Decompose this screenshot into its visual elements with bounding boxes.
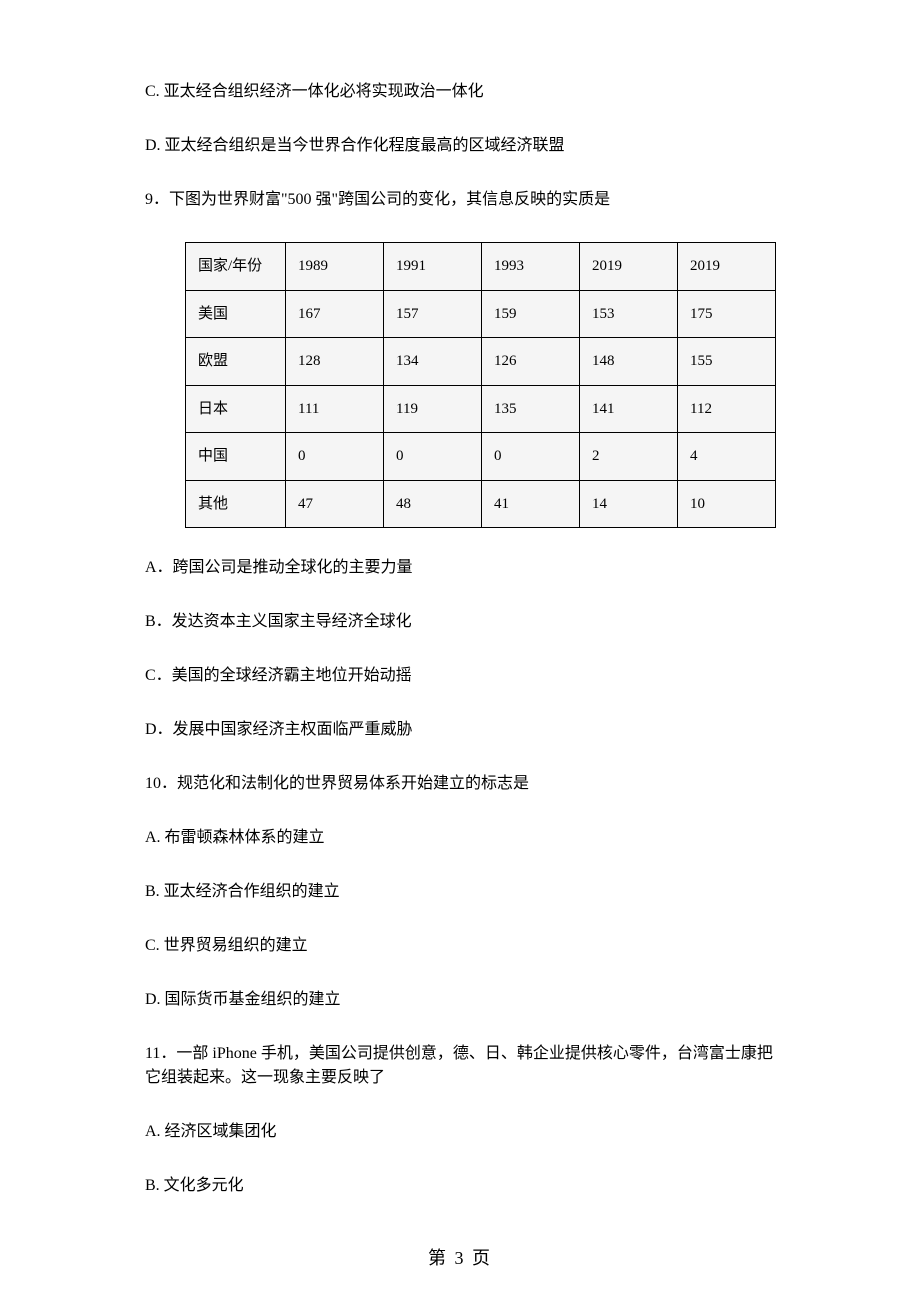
q11-option-b: B. 文化多元化: [145, 1174, 775, 1198]
table-header-cell: 国家/年份: [186, 243, 286, 291]
table-cell: 112: [678, 385, 776, 433]
table-header-cell: 2019: [678, 243, 776, 291]
table-row: 中国 0 0 0 2 4: [186, 433, 776, 481]
table-cell: 128: [286, 338, 384, 386]
table-cell: 2: [580, 433, 678, 481]
q9-option-b: B．发达资本主义国家主导经济全球化: [145, 610, 775, 634]
table-cell: 日本: [186, 385, 286, 433]
table-header-cell: 1989: [286, 243, 384, 291]
table-cell: 欧盟: [186, 338, 286, 386]
q9-stem: 9．下图为世界财富"500 强"跨国公司的变化，其信息反映的实质是: [145, 188, 775, 212]
table-row: 国家/年份 1989 1991 1993 2019 2019: [186, 243, 776, 291]
table-header-cell: 1993: [482, 243, 580, 291]
table-cell: 其他: [186, 480, 286, 528]
table-cell: 47: [286, 480, 384, 528]
table-cell: 111: [286, 385, 384, 433]
q9-option-a: A．跨国公司是推动全球化的主要力量: [145, 556, 775, 580]
table-cell: 中国: [186, 433, 286, 481]
table-cell: 153: [580, 290, 678, 338]
page: C. 亚太经合组织经济一体化必将实现政治一体化 D. 亚太经合组织是当今世界合作…: [0, 0, 920, 1302]
table-header-cell: 2019: [580, 243, 678, 291]
table-cell: 157: [384, 290, 482, 338]
table-cell: 141: [580, 385, 678, 433]
table-row: 其他 47 48 41 14 10: [186, 480, 776, 528]
table-row: 美国 167 157 159 153 175: [186, 290, 776, 338]
table-cell: 148: [580, 338, 678, 386]
q10-stem: 10．规范化和法制化的世界贸易体系开始建立的标志是: [145, 772, 775, 796]
table-cell: 126: [482, 338, 580, 386]
table-cell: 175: [678, 290, 776, 338]
q10-option-b: B. 亚太经济合作组织的建立: [145, 880, 775, 904]
q8-option-d: D. 亚太经合组织是当今世界合作化程度最高的区域经济联盟: [145, 134, 775, 158]
q10-option-a: A. 布雷顿森林体系的建立: [145, 826, 775, 850]
table-cell: 119: [384, 385, 482, 433]
table-header-cell: 1991: [384, 243, 482, 291]
table-cell: 159: [482, 290, 580, 338]
table-cell: 135: [482, 385, 580, 433]
q8-option-c: C. 亚太经合组织经济一体化必将实现政治一体化: [145, 80, 775, 104]
table-row: 日本 111 119 135 141 112: [186, 385, 776, 433]
table-cell: 167: [286, 290, 384, 338]
q9-option-d: D．发展中国家经济主权面临严重威胁: [145, 718, 775, 742]
table-cell: 0: [384, 433, 482, 481]
q10-option-d: D. 国际货币基金组织的建立: [145, 988, 775, 1012]
q11-option-a: A. 经济区域集团化: [145, 1120, 775, 1144]
table-cell: 0: [482, 433, 580, 481]
table-row: 欧盟 128 134 126 148 155: [186, 338, 776, 386]
table-cell: 41: [482, 480, 580, 528]
page-footer: 第 3 页: [0, 1245, 920, 1272]
q9-table: 国家/年份 1989 1991 1993 2019 2019 美国 167 15…: [185, 242, 776, 528]
q11-stem: 11．一部 iPhone 手机，美国公司提供创意，德、日、韩企业提供核心零件，台…: [145, 1042, 775, 1090]
table-cell: 10: [678, 480, 776, 528]
table-cell: 14: [580, 480, 678, 528]
q10-option-c: C. 世界贸易组织的建立: [145, 934, 775, 958]
table-cell: 48: [384, 480, 482, 528]
table-cell: 0: [286, 433, 384, 481]
table-cell: 155: [678, 338, 776, 386]
table-cell: 4: [678, 433, 776, 481]
table-cell: 134: [384, 338, 482, 386]
q9-option-c: C．美国的全球经济霸主地位开始动摇: [145, 664, 775, 688]
table-cell: 美国: [186, 290, 286, 338]
